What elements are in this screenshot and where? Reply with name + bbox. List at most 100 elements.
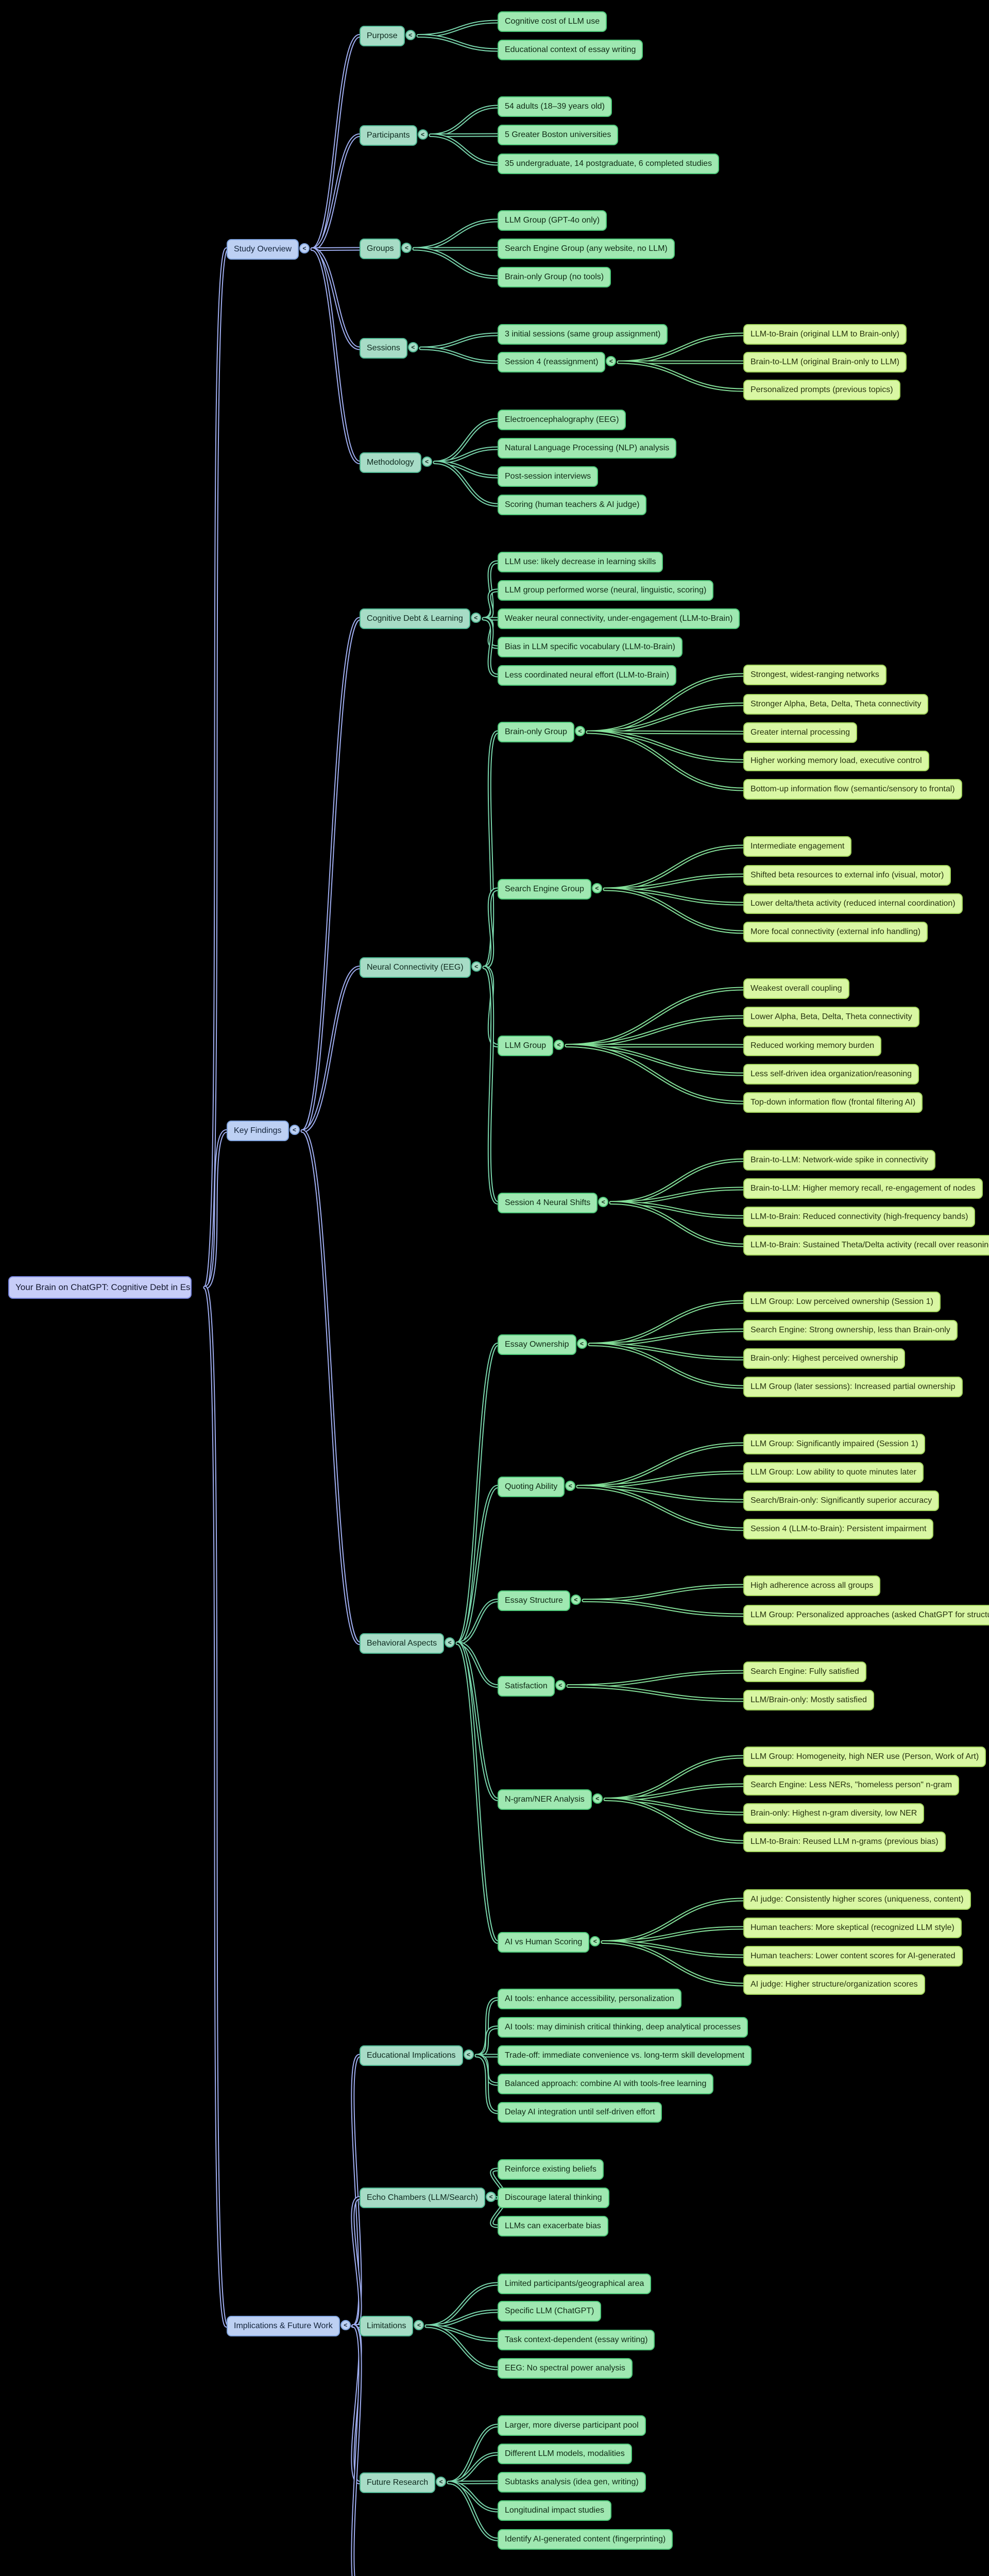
node-your-brain-on-chatgpt-cognitive-debt-in-essay-writing[interactable]: Your Brain on ChatGPT: Cognitive Debt in… xyxy=(8,1276,192,1299)
node-task-context-dependent-essay-writing[interactable]: Task context-dependent (essay writing) xyxy=(498,2330,655,2350)
node-llm-group-low-perceived-ownership-session-1[interactable]: LLM Group: Low perceived ownership (Sess… xyxy=(743,1292,941,1312)
node-limited-participants-geographical-area[interactable]: Limited participants/geographical area xyxy=(498,2274,652,2294)
collapse-toggle-icon[interactable]: < xyxy=(414,2320,424,2330)
node-n-gram-ner-analysis[interactable]: N-gram/NER Analysis < xyxy=(498,1789,603,1810)
collapse-toggle-icon[interactable]: < xyxy=(470,613,481,623)
node-weaker-neural-connectivity-under-engagement-llm-to-brain[interactable]: Weaker neural connectivity, under-engage… xyxy=(498,608,740,629)
node-llm-group[interactable]: LLM Group < xyxy=(498,1035,565,1056)
node-llm-to-brain-reduced-connectivity-high-frequency-bands[interactable]: LLM-to-Brain: Reduced connectivity (high… xyxy=(743,1207,976,1227)
node-different-llm-models-modalities[interactable]: Different LLM models, modalities xyxy=(498,2444,632,2464)
node-human-teachers-more-skeptical-recognized-llm-style[interactable]: Human teachers: More skeptical (recogniz… xyxy=(743,1918,962,1938)
collapse-toggle-icon[interactable]: < xyxy=(299,243,310,253)
node-echo-chambers-llm-search[interactable]: Echo Chambers (LLM/Search) < xyxy=(360,2188,497,2208)
node-llms-can-exacerbate-bias[interactable]: LLMs can exacerbate bias xyxy=(498,2216,608,2236)
node-ai-tools-enhance-accessibility-personalization[interactable]: AI tools: enhance accessibility, persona… xyxy=(498,1989,681,2009)
node-llm-group-personalized-approaches-asked-chatgpt-for-structure[interactable]: LLM Group: Personalized approaches (aske… xyxy=(743,1605,989,1625)
collapse-toggle-icon[interactable]: < xyxy=(421,456,432,467)
node-brain-to-llm-original-brain-only-to-llm[interactable]: Brain-to-LLM (original Brain-only to LLM… xyxy=(743,352,907,372)
collapse-toggle-icon[interactable]: < xyxy=(591,883,602,893)
collapse-toggle-icon[interactable]: < xyxy=(471,961,482,972)
node-llm-to-brain-original-llm-to-brain-only[interactable]: LLM-to-Brain (original LLM to Brain-only… xyxy=(743,324,907,345)
node-35-undergraduate-14-postgraduate-6-completed-studies[interactable]: 35 undergraduate, 14 postgraduate, 6 com… xyxy=(498,154,720,174)
collapse-toggle-icon[interactable]: < xyxy=(289,1125,300,1136)
collapse-toggle-icon[interactable]: < xyxy=(570,1594,581,1605)
node-llm-group-significantly-impaired-session-1[interactable]: LLM Group: Significantly impaired (Sessi… xyxy=(743,1434,926,1454)
node-study-overview[interactable]: Study Overview < xyxy=(227,239,310,260)
node-groups[interactable]: Groups < xyxy=(360,239,412,259)
node-human-teachers-lower-content-scores-for-ai-generated[interactable]: Human teachers: Lower content scores for… xyxy=(743,1946,963,1967)
node-natural-language-processing-nlp-analysis[interactable]: Natural Language Processing (NLP) analys… xyxy=(498,438,677,459)
node-purpose[interactable]: Purpose < xyxy=(360,25,416,46)
node-future-research[interactable]: Future Research < xyxy=(360,2472,447,2493)
node-subtasks-analysis-idea-gen-writing[interactable]: Subtasks analysis (idea gen, writing) xyxy=(498,2472,646,2493)
node-ai-judge-consistently-higher-scores-uniqueness-content[interactable]: AI judge: Consistently higher scores (un… xyxy=(743,1889,971,1910)
node-limitations[interactable]: Limitations < xyxy=(360,2316,424,2336)
node-satisfaction[interactable]: Satisfaction < xyxy=(498,1675,566,1697)
collapse-toggle-icon[interactable]: < xyxy=(407,342,418,352)
node-participants[interactable]: Participants < xyxy=(360,125,428,146)
node-bottom-up-information-flow-semantic-sensory-to-frontal[interactable]: Bottom-up information flow (semantic/sen… xyxy=(743,779,962,800)
node-key-findings[interactable]: Key Findings < xyxy=(227,1121,300,1142)
node-session-4-llm-to-brain-persistent-impairment[interactable]: Session 4 (LLM-to-Brain): Persistent imp… xyxy=(743,1519,934,1539)
node-bias-in-llm-specific-vocabulary-llm-to-brain[interactable]: Bias in LLM specific vocabulary (LLM-to-… xyxy=(498,637,683,657)
node-educational-implications[interactable]: Educational Implications < xyxy=(360,2045,474,2066)
collapse-toggle-icon[interactable]: < xyxy=(592,1793,603,1804)
node-educational-context-of-essay-writing[interactable]: Educational context of essay writing xyxy=(498,40,643,60)
node-search-engine-less-ners-homeless-person-n-gram[interactable]: Search Engine: Less NERs, "homeless pers… xyxy=(743,1775,960,1795)
node-search-engine-fully-satisfied[interactable]: Search Engine: Fully satisfied xyxy=(743,1662,866,1682)
node-search-brain-only-significantly-superior-accuracy[interactable]: Search/Brain-only: Significantly superio… xyxy=(743,1490,940,1511)
node-search-engine-strong-ownership-less-than-brain-only[interactable]: Search Engine: Strong ownership, less th… xyxy=(743,1320,958,1341)
node-delay-ai-integration-until-self-driven-effort[interactable]: Delay AI integration until self-driven e… xyxy=(498,2102,662,2123)
node-more-focal-connectivity-external-info-handling[interactable]: More focal connectivity (external info h… xyxy=(743,922,928,942)
collapse-toggle-icon[interactable]: < xyxy=(576,1338,587,1349)
node-balanced-approach-combine-ai-with-tools-free-learning[interactable]: Balanced approach: combine AI with tools… xyxy=(498,2074,714,2094)
node-essay-structure[interactable]: Essay Structure < xyxy=(498,1590,581,1611)
node-specific-llm-chatgpt[interactable]: Specific LLM (ChatGPT) xyxy=(498,2301,602,2321)
node-methodology[interactable]: Methodology < xyxy=(360,452,432,473)
collapse-toggle-icon[interactable]: < xyxy=(574,726,585,736)
node-search-engine-group-any-website-no-llm[interactable]: Search Engine Group (any website, no LLM… xyxy=(498,239,675,259)
node-high-adherence-across-all-groups[interactable]: High adherence across all groups xyxy=(743,1575,881,1596)
node-top-down-information-flow-frontal-filtering-ai[interactable]: Top-down information flow (frontal filte… xyxy=(743,1092,923,1113)
node-brain-only-group[interactable]: Brain-only Group < xyxy=(498,722,585,742)
node-brain-only-group-no-tools[interactable]: Brain-only Group (no tools) xyxy=(498,267,611,287)
node-strongest-widest-ranging-networks[interactable]: Strongest, widest-ranging networks xyxy=(743,665,886,685)
node-llm-group-low-ability-to-quote-minutes-later[interactable]: LLM Group: Low ability to quote minutes … xyxy=(743,1462,924,1483)
node-shifted-beta-resources-to-external-info-visual-motor[interactable]: Shifted beta resources to external info … xyxy=(743,865,951,886)
node-llm-to-brain-reused-llm-n-grams-previous-bias[interactable]: LLM-to-Brain: Reused LLM n-grams (previo… xyxy=(743,1832,946,1852)
node-stronger-alpha-beta-delta-theta-connectivity[interactable]: Stronger Alpha, Beta, Delta, Theta conne… xyxy=(743,694,929,715)
collapse-toggle-icon[interactable]: < xyxy=(606,356,617,366)
node-longitudinal-impact-studies[interactable]: Longitudinal impact studies xyxy=(498,2500,612,2521)
node-brain-only-highest-perceived-ownership[interactable]: Brain-only: Highest perceived ownership xyxy=(743,1348,906,1369)
node-llm-group-later-sessions-increased-partial-ownership[interactable]: LLM Group (later sessions): Increased pa… xyxy=(743,1377,963,1397)
collapse-toggle-icon[interactable]: < xyxy=(417,129,428,140)
node-llm-use-likely-decrease-in-learning-skills[interactable]: LLM use: likely decrease in learning ski… xyxy=(498,552,663,572)
node-54-adults-18-39-years-old[interactable]: 54 adults (18–39 years old) xyxy=(498,96,612,117)
collapse-toggle-icon[interactable]: < xyxy=(405,29,416,40)
node-trade-off-immediate-convenience-vs-long-term-skill-development[interactable]: Trade-off: immediate convenience vs. lon… xyxy=(498,2045,752,2066)
node-5-greater-boston-universities[interactable]: 5 Greater Boston universities xyxy=(498,125,619,145)
node-post-session-interviews[interactable]: Post-session interviews xyxy=(498,466,599,487)
node-brain-to-llm-network-wide-spike-in-connectivity[interactable]: Brain-to-LLM: Network-wide spike in conn… xyxy=(743,1150,936,1171)
node-intermediate-engagement[interactable]: Intermediate engagement xyxy=(743,836,852,857)
node-llm-group-gpt-4o-only[interactable]: LLM Group (GPT-4o only) xyxy=(498,210,607,231)
node-cognitive-cost-of-llm-use[interactable]: Cognitive cost of LLM use xyxy=(498,11,607,32)
collapse-toggle-icon[interactable]: < xyxy=(463,2049,474,2060)
node-brain-to-llm-higher-memory-recall-re-engagement-of-nodes[interactable]: Brain-to-LLM: Higher memory recall, re-e… xyxy=(743,1178,983,1199)
node-identify-ai-generated-content-fingerprinting[interactable]: Identify AI-generated content (fingerpri… xyxy=(498,2529,673,2550)
node-brain-only-highest-n-gram-diversity-low-ner[interactable]: Brain-only: Highest n-gram diversity, lo… xyxy=(743,1803,925,1824)
node-quoting-ability[interactable]: Quoting Ability < xyxy=(498,1476,576,1497)
node-lower-delta-theta-activity-reduced-internal-coordination[interactable]: Lower delta/theta activity (reduced inte… xyxy=(743,893,963,914)
node-weakest-overall-coupling[interactable]: Weakest overall coupling xyxy=(743,978,849,999)
collapse-toggle-icon[interactable]: < xyxy=(340,2319,351,2330)
collapse-toggle-icon[interactable]: < xyxy=(401,243,412,253)
node-session-4-reassignment[interactable]: Session 4 (reassignment) < xyxy=(498,352,617,372)
node-higher-working-memory-load-executive-control[interactable]: Higher working memory load, executive co… xyxy=(743,751,929,771)
node-electroencephalography-eeg[interactable]: Electroencephalography (EEG) xyxy=(498,410,626,430)
node-search-engine-group[interactable]: Search Engine Group < xyxy=(498,879,602,900)
node-ai-judge-higher-structure-organization-scores[interactable]: AI judge: Higher structure/organization … xyxy=(743,1974,925,1995)
node-discourage-lateral-thinking[interactable]: Discourage lateral thinking xyxy=(498,2188,609,2208)
node-cognitive-debt-learning[interactable]: Cognitive Debt & Learning < xyxy=(360,608,481,629)
collapse-toggle-icon[interactable]: < xyxy=(486,2192,497,2202)
node-reinforce-existing-beliefs[interactable]: Reinforce existing beliefs xyxy=(498,2159,604,2180)
